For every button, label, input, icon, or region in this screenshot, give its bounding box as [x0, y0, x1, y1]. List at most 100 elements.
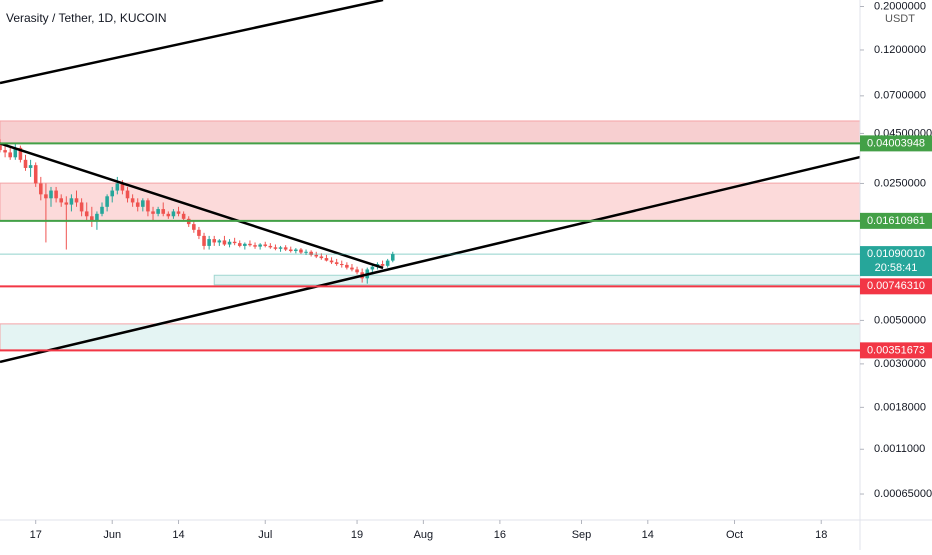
- x-tick-label: Sep: [572, 529, 592, 541]
- y-tick-label: 0.1200000: [874, 44, 926, 56]
- y-tick-label: 0.0250000: [874, 177, 926, 189]
- candle-body: [39, 183, 43, 195]
- candle-body: [339, 264, 344, 266]
- y-tick-label: 0.0050000: [874, 314, 926, 326]
- x-tick-label: 14: [642, 529, 654, 541]
- candle-body: [3, 150, 7, 153]
- trend-line: [0, 0, 384, 85]
- candle-body: [212, 239, 217, 243]
- candle-body: [304, 251, 308, 253]
- price-badge: [860, 342, 932, 359]
- candle-body: [59, 198, 63, 203]
- candle-body: [243, 243, 247, 246]
- candle-body: [278, 247, 283, 249]
- candle-body: [23, 159, 28, 168]
- candle-body: [258, 244, 262, 247]
- y-tick-label: 0.0018000: [874, 401, 926, 413]
- x-tick-label: 17: [30, 529, 42, 541]
- candle-body: [74, 198, 79, 203]
- candle-body: [314, 254, 319, 257]
- candle-body: [54, 190, 58, 199]
- y-tick-label: 0.0700000: [874, 90, 926, 102]
- candle-body: [263, 244, 268, 246]
- x-tick-label: Jun: [103, 529, 121, 541]
- candle-body: [329, 260, 334, 263]
- candle-body: [95, 213, 99, 222]
- plot-area: [0, 0, 861, 364]
- candle-body: [125, 190, 130, 199]
- y-tick-label: 0.00065000: [874, 488, 932, 500]
- candle-body: [345, 264, 349, 268]
- candle-body: [237, 243, 242, 246]
- price-badge: [860, 212, 932, 229]
- candle-body: [141, 200, 145, 207]
- candle-body: [192, 224, 196, 230]
- candle-body: [8, 152, 12, 158]
- candle-body: [309, 251, 313, 255]
- trend-line: [0, 155, 861, 364]
- candle-body: [151, 211, 155, 214]
- candle-body: [232, 241, 237, 244]
- price-badge: [860, 278, 932, 295]
- candle-body: [90, 216, 94, 222]
- price-badge: [860, 246, 932, 277]
- candle-body: [64, 202, 69, 205]
- x-tick-label: 16: [494, 529, 506, 541]
- x-tick-label: 14: [172, 529, 184, 541]
- candle-body: [49, 190, 53, 199]
- candle-body: [105, 196, 109, 207]
- trend-line: [0, 142, 384, 270]
- candle-body: [0, 143, 2, 151]
- candle-body: [390, 254, 395, 261]
- candle-body: [18, 147, 23, 160]
- candle-body: [156, 209, 160, 214]
- countdown: 20:58:41: [875, 262, 918, 274]
- candle-body: [69, 198, 74, 205]
- candle-body: [197, 229, 201, 236]
- candle-body: [84, 211, 89, 217]
- candle-body: [334, 262, 339, 265]
- candle-body: [273, 247, 278, 249]
- candle-body: [248, 243, 252, 246]
- zone: [0, 323, 861, 352]
- candle-body: [115, 183, 120, 191]
- candle-body: [28, 165, 33, 168]
- candle-body: [294, 249, 298, 252]
- candle-body: [268, 245, 273, 248]
- x-tick-label: 19: [351, 529, 363, 541]
- zone: [213, 274, 861, 286]
- candle-body: [44, 194, 48, 199]
- price-badge-label: 0.04003948: [867, 137, 925, 149]
- candle-body: [135, 202, 140, 207]
- candle-body: [120, 183, 125, 191]
- candle-body: [171, 211, 176, 217]
- candle-body: [253, 245, 257, 247]
- candle-body: [355, 269, 359, 273]
- candle-body: [207, 239, 211, 246]
- candle-body: [385, 260, 390, 266]
- candle-body: [161, 209, 166, 214]
- price-badge-label: 0.01090010: [867, 248, 925, 260]
- price-badge-label: 0.01610961: [867, 215, 925, 227]
- candle-body: [350, 267, 354, 270]
- candle-body: [79, 202, 84, 212]
- zone: [0, 120, 861, 144]
- y-tick-label: 0.0030000: [874, 358, 926, 370]
- candle-body: [217, 240, 222, 243]
- x-tick-label: 18: [815, 529, 827, 541]
- candle-body: [222, 240, 227, 245]
- candle-body: [176, 211, 181, 214]
- x-tick-label: Oct: [726, 529, 743, 541]
- x-tick-label: Aug: [414, 529, 434, 541]
- price-badge: [860, 135, 932, 152]
- price-badge-label: 0.00351673: [867, 344, 925, 356]
- candle-body: [130, 198, 135, 203]
- candle-body: [370, 266, 375, 270]
- currency-label[interactable]: USDT: [885, 13, 915, 25]
- candle-body: [33, 165, 38, 184]
- price-badge-label: 0.00746310: [867, 280, 925, 292]
- y-tick-label: 0.2000000: [874, 0, 926, 12]
- candle-body: [166, 213, 171, 217]
- candle-body: [181, 213, 186, 219]
